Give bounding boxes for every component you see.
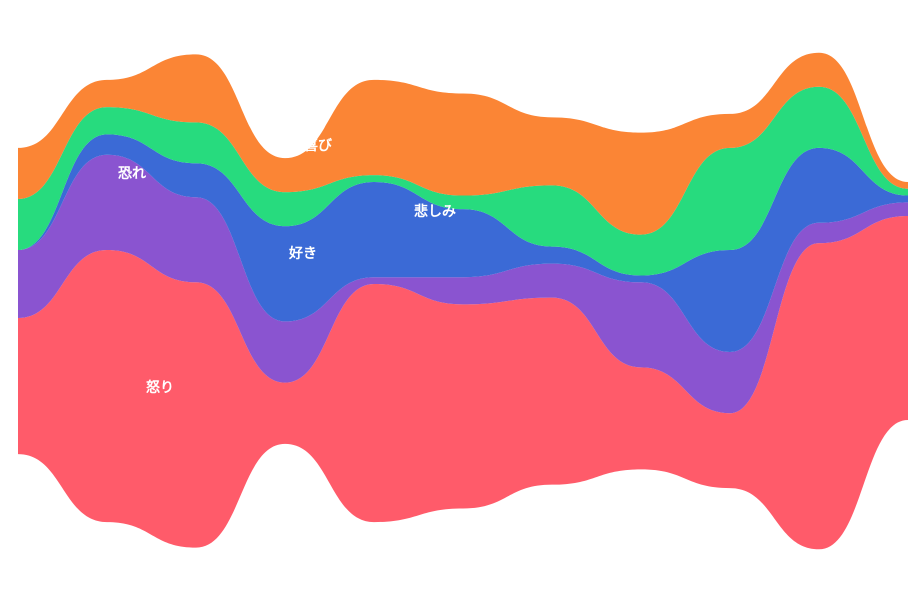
series-label-fear: 恐れ [118, 166, 146, 182]
series-label-anger: 怒り [146, 379, 174, 396]
stream-layer-1[interactable] [18, 154, 908, 414]
stream-layer-4[interactable] [18, 52, 908, 235]
series-label-like: 好き [288, 245, 317, 262]
series-label-joy: 喜び [304, 137, 333, 154]
stream-layer-0[interactable] [18, 215, 908, 550]
stream-layer-3[interactable] [18, 86, 908, 276]
stream-layers [18, 52, 908, 550]
series-label-sadness: 悲しみ [414, 203, 456, 220]
stream-layer-2[interactable] [18, 134, 908, 353]
stream-labels: 恐れ 喜び 好き 悲しみ 怒り [118, 137, 456, 396]
